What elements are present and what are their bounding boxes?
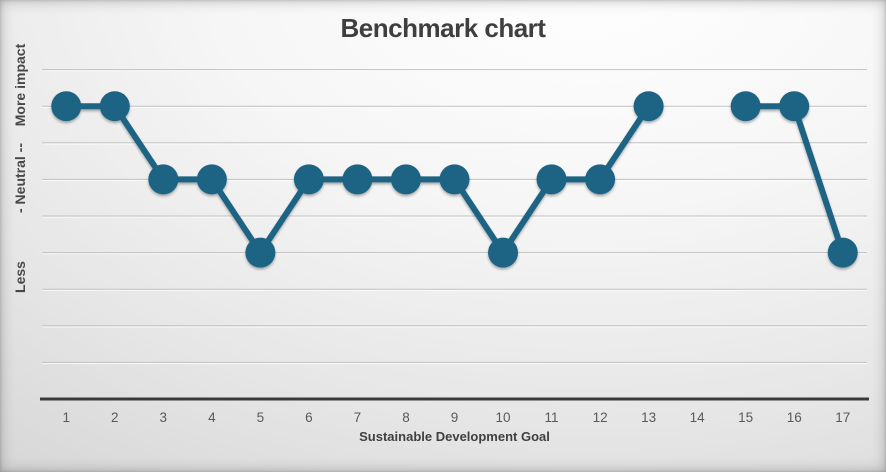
x-tick-label: 9 [450,410,459,425]
x-tick-label: 7 [353,410,362,425]
x-tick-label: 6 [305,410,313,425]
x-tick-label: 1 [62,410,71,425]
x-tick-label: 2 [111,410,119,425]
x-axis-title: Sustainable Development Goal [359,429,550,444]
x-tick-label: 12 [592,410,608,425]
x-tick-label: 17 [835,410,851,425]
x-tick-label: 14 [689,410,705,425]
x-tick-label: 16 [786,410,802,425]
x-tick-label: 11 [544,410,559,425]
x-tick-label: 15 [738,410,754,425]
x-tick-label: 3 [159,410,168,425]
chart-title: Benchmark chart [340,13,546,43]
x-tick-label: 8 [402,410,410,425]
x-tick-label: 13 [641,410,657,425]
x-tick-label: 4 [208,410,216,425]
x-tick-label: 10 [495,410,511,425]
x-tick-label: 5 [256,410,265,425]
